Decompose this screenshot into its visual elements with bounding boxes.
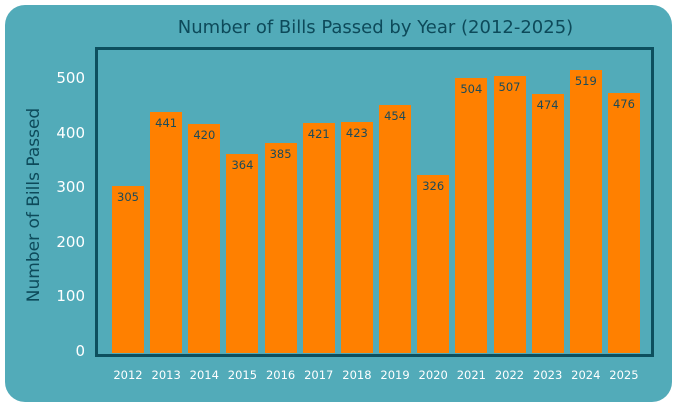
x-tick-label: 2024 [571,368,601,382]
bar-2022 [493,76,526,353]
data-label: 421 [307,127,330,142]
x-tick-label: 2015 [227,368,258,382]
bar-2020 [417,175,450,353]
bar-2012 [112,186,144,353]
bar-2025 [607,93,640,353]
data-label: 420 [193,127,216,142]
data-label: 326 [422,179,445,193]
x-tick-label: 2023 [533,368,563,382]
x-tick-label: 2020 [418,368,448,382]
data-label: 519 [574,73,597,88]
data-label: 305 [117,190,139,205]
bar-2015 [226,154,259,353]
bar-2023 [531,94,564,353]
bar-2013 [150,112,183,353]
y-tick-label: 400 [56,123,85,142]
x-tick-label: 2021 [456,368,486,382]
y-tick-label: 100 [56,287,85,306]
data-label: 423 [345,126,368,141]
x-tick-label: 2022 [494,368,525,382]
plot-area [95,47,654,357]
data-label: 454 [384,109,407,124]
data-label: 474 [536,98,559,113]
bar-2017 [302,123,335,353]
data-label: 441 [155,116,178,131]
x-tick-label: 2025 [609,368,639,382]
x-tick-label: 2016 [265,368,296,382]
x-tick-label: 2014 [189,368,219,382]
data-label: 385 [269,146,292,161]
chart-title: Number of Bills Passed by Year (2012-202… [177,17,574,38]
bar-2014 [188,123,221,353]
bar-2018 [340,122,373,353]
y-axis-label: Number of Bills Passed [24,107,44,303]
bar-2019 [379,105,412,353]
x-tick-label: 2019 [380,368,410,382]
y-tick-label: 300 [56,178,85,197]
x-tick-label: 2013 [151,368,181,382]
x-tick-label: 2018 [342,368,372,382]
bar-2016 [264,142,297,353]
y-tick-label: 500 [56,69,85,87]
data-label: 507 [498,80,521,95]
data-label: 364 [231,158,254,173]
x-tick-label: 2012 [113,368,143,382]
bar-2024 [569,69,602,353]
data-label: 476 [612,97,635,112]
x-tick-label: 2017 [304,368,334,382]
bar-2021 [455,77,488,353]
data-label: 504 [460,81,483,96]
y-tick-label: 0 [75,342,85,360]
y-tick-label: 200 [56,232,85,251]
